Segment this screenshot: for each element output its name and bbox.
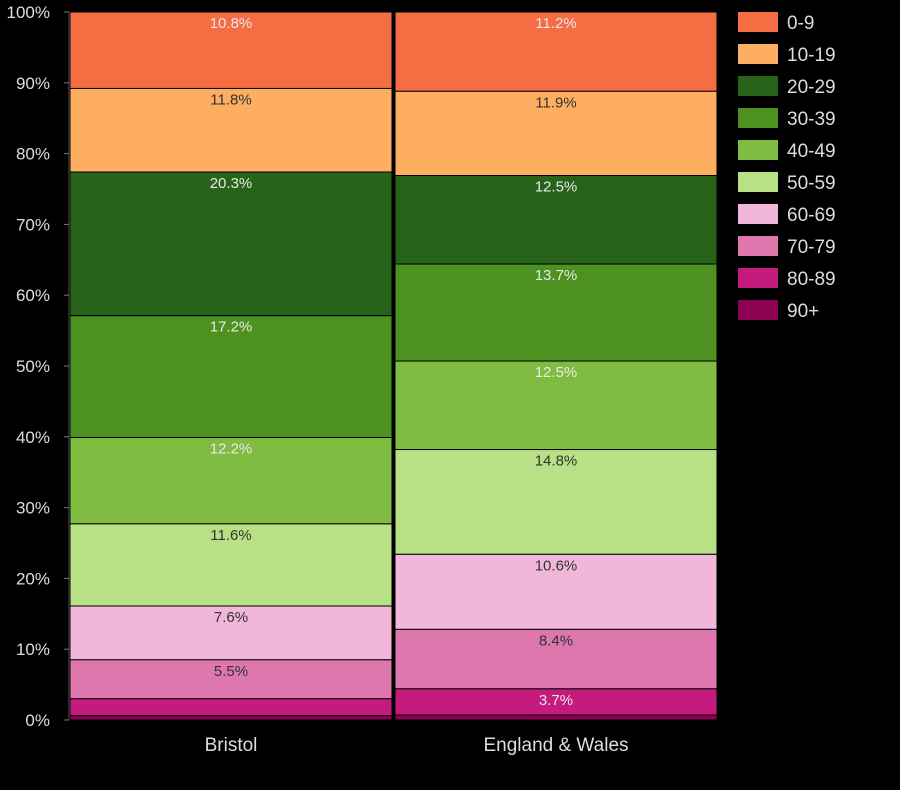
bar-segment: [69, 715, 393, 721]
legend-swatch: [738, 204, 778, 224]
legend-swatch: [738, 76, 778, 96]
data-label-group: 10.8% 11.8% 20.3% 17.2% 12.2% 11.6% 7.6% 5.5% 11…: [210, 15, 578, 709]
data-label: 3.7%: [539, 692, 573, 709]
bar-segment: [394, 553, 718, 630]
y-tick-label: 70%: [16, 215, 50, 234]
data-label: 12.2%: [210, 441, 253, 458]
bar-segment: [69, 523, 393, 607]
legend-swatch: [738, 172, 778, 192]
bar-segment: [394, 175, 718, 265]
legend-swatch: [738, 140, 778, 160]
data-label: 14.8%: [535, 453, 578, 470]
data-label: 7.6%: [214, 609, 248, 626]
legend-label: 30-39: [787, 109, 836, 130]
bar-segment: [394, 628, 718, 690]
legend-label: 10-19: [787, 45, 836, 66]
bar-segment: [69, 437, 393, 525]
bar-segment: [69, 315, 393, 439]
legend-item: 60-69: [738, 204, 836, 226]
legend-item: 80-89: [738, 268, 836, 290]
legend-label: 80-89: [787, 269, 836, 290]
bar-segment: [394, 263, 718, 362]
legend-label: 90+: [787, 301, 819, 322]
legend-swatch: [738, 108, 778, 128]
data-label: 13.7%: [535, 267, 578, 284]
legend-swatch: [738, 44, 778, 64]
legend-item: 30-39: [738, 108, 836, 130]
legend-swatch: [738, 12, 778, 32]
legend: 0-9 10-19 20-29 30-39 40-49 50-59 60-69 70-79 80…: [738, 12, 836, 322]
y-tick-label: 90%: [16, 74, 50, 93]
x-category-label: Bristol: [205, 735, 258, 756]
x-axis: Bristol England & Wales: [205, 735, 629, 756]
data-label: 11.9%: [535, 94, 576, 111]
bar-segment: [394, 688, 718, 716]
legend-item: 90+: [738, 300, 819, 322]
legend-item: 70-79: [738, 236, 836, 258]
data-label: 10.6%: [535, 557, 578, 574]
legend-label: 40-49: [787, 141, 836, 162]
legend-label: 20-29: [787, 77, 836, 98]
legend-label: 0-9: [787, 13, 814, 34]
legend-item: 0-9: [738, 12, 814, 34]
bar-segment: [69, 87, 393, 173]
data-label: 11.2%: [535, 15, 576, 32]
data-label: 11.6%: [210, 527, 251, 544]
legend-item: 20-29: [738, 76, 836, 98]
legend-label: 50-59: [787, 173, 836, 194]
y-tick-label: 20%: [16, 569, 50, 588]
y-tick-label: 0%: [25, 711, 50, 730]
bar-group: [69, 11, 718, 721]
bar-segment: [394, 360, 718, 451]
data-label: 12.5%: [535, 364, 578, 381]
data-label: 12.5%: [535, 179, 578, 196]
legend-item: 50-59: [738, 172, 836, 194]
data-label: 20.3%: [210, 175, 253, 192]
bar-segment: [394, 449, 718, 555]
legend-item: 40-49: [738, 140, 836, 162]
legend-label: 60-69: [787, 205, 836, 226]
bar-segment: [394, 11, 718, 92]
y-tick-label: 40%: [16, 428, 50, 447]
data-label: 10.8%: [210, 15, 253, 32]
y-tick-label: 80%: [16, 145, 50, 164]
data-label: 8.4%: [539, 632, 573, 649]
bar-segment: [69, 698, 393, 717]
bar-segment: [69, 171, 393, 317]
data-label: 5.5%: [214, 663, 248, 680]
y-tick-label: 60%: [16, 286, 50, 305]
x-category-label: England & Wales: [483, 735, 628, 756]
legend-item: 10-19: [738, 44, 836, 66]
y-tick-label: 100%: [7, 3, 50, 22]
bar-segment: [69, 605, 393, 661]
y-tick-label: 10%: [16, 640, 50, 659]
legend-swatch: [738, 300, 778, 320]
bar-segment: [394, 714, 718, 721]
bar-segment: [69, 11, 393, 89]
data-label: 11.8%: [210, 91, 251, 108]
legend-swatch: [738, 236, 778, 256]
legend-swatch: [738, 268, 778, 288]
legend-label: 70-79: [787, 237, 836, 258]
y-tick-label: 30%: [16, 499, 50, 518]
y-tick-label: 50%: [16, 357, 50, 376]
data-label: 17.2%: [210, 319, 253, 336]
y-axis: 0% 10% 20% 30% 40% 50% 60% 70% 80% 90% 100%: [7, 3, 70, 730]
